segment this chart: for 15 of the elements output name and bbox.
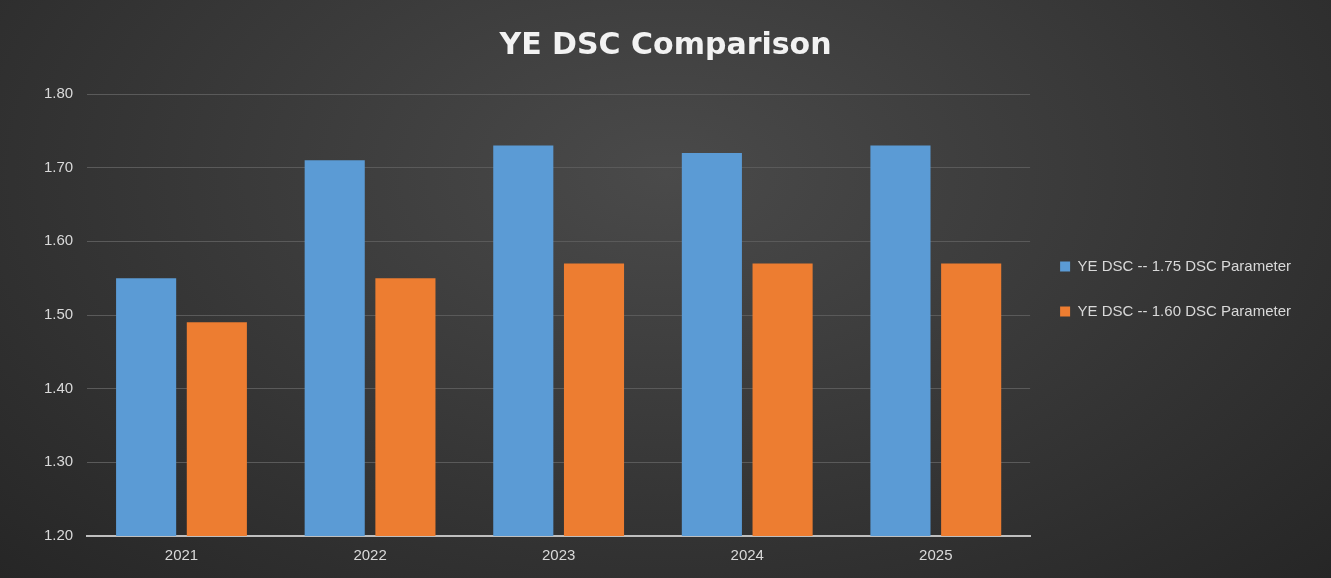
y-tick-label: 1.40: [43, 378, 74, 396]
x-tick-label: 2021: [164, 546, 199, 564]
x-tick-label: 2022: [353, 546, 387, 564]
y-tick-label: 1.50: [43, 305, 74, 323]
legend-label: YE DSC -- 1.60 DSC Parameter: [1077, 301, 1292, 319]
y-tick-label: 1.20: [43, 526, 74, 544]
y-tick-label: 1.80: [43, 84, 74, 102]
y-tick-label: 1.70: [43, 157, 74, 175]
x-tick-label: 2025: [919, 546, 953, 564]
x-tick-label: 2023: [541, 546, 576, 564]
y-tick-label: 1.30: [43, 452, 74, 470]
x-tick-label: 2024: [730, 546, 764, 564]
y-tick-label: 1.60: [43, 231, 74, 249]
legend-label: YE DSC -- 1.75 DSC Parameter: [1077, 256, 1292, 274]
chart-title: YE DSC Comparison: [498, 25, 832, 61]
